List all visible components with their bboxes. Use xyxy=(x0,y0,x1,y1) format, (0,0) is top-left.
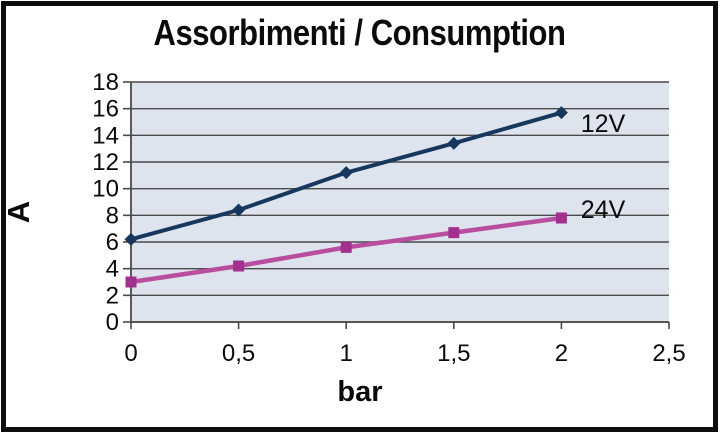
chart-title-text: Assorbimenti / Consumption xyxy=(154,12,566,53)
data-point-12v xyxy=(232,203,246,217)
x-tick-label: 2,5 xyxy=(652,340,685,367)
x-tick-label: 0 xyxy=(124,340,137,367)
series-label-12v: 12V xyxy=(580,110,626,138)
data-point-24v xyxy=(233,260,245,272)
y-tick-label: 16 xyxy=(92,96,119,123)
chart-title: Assorbimenti / Consumption xyxy=(0,12,720,54)
y-tick-label: 6 xyxy=(106,229,119,256)
y-tick-label: 14 xyxy=(92,122,119,149)
plot-background xyxy=(131,82,669,322)
y-tick-label: 2 xyxy=(106,282,119,309)
data-point-24v xyxy=(555,212,567,224)
y-tick-label: 0 xyxy=(106,309,119,336)
data-point-12v xyxy=(447,136,461,150)
y-tick-label: 18 xyxy=(92,69,119,96)
x-axis-title: bar xyxy=(337,376,383,408)
series-label-24v: 24V xyxy=(580,196,626,224)
x-tick-label: 1,5 xyxy=(437,340,470,367)
x-tick-label: 1 xyxy=(340,340,353,367)
y-tick-label: 4 xyxy=(106,256,119,283)
data-point-24v xyxy=(340,241,352,253)
data-point-24v xyxy=(448,227,460,239)
y-tick-label: 12 xyxy=(92,149,119,176)
x-tick-label: 0,5 xyxy=(222,340,255,367)
data-point-24v xyxy=(125,276,137,288)
data-point-12v xyxy=(124,232,138,246)
y-tick-label: 10 xyxy=(92,176,119,203)
y-tick-label: 8 xyxy=(106,202,119,229)
x-tick-label: 2 xyxy=(555,340,568,367)
data-point-12v xyxy=(339,166,353,180)
data-point-12v xyxy=(554,106,568,120)
